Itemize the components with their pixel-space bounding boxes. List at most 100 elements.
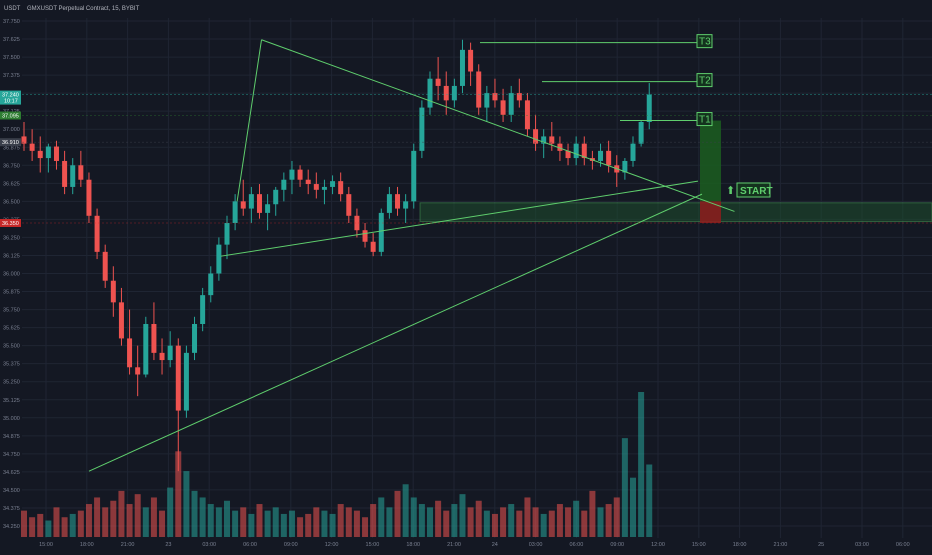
candle-body — [557, 143, 563, 151]
volume-bar — [126, 504, 133, 537]
volume-bar — [630, 477, 636, 537]
volume-bar — [540, 513, 547, 537]
price-tick-label: 35.500 — [3, 344, 20, 350]
time-tick-label: 24 — [492, 542, 498, 548]
volume-bar — [297, 517, 304, 537]
trendline — [220, 180, 699, 257]
time-tick-label: 18:00 — [733, 542, 747, 548]
volume-bar — [224, 500, 230, 537]
candle-body — [135, 367, 141, 375]
price-tick-label: 37.500 — [3, 55, 20, 61]
time-tick-label: 18:00 — [80, 542, 94, 548]
volume-bar — [475, 500, 482, 537]
candle-body — [362, 230, 368, 242]
candle-body — [313, 184, 319, 190]
candle-body — [151, 324, 157, 353]
candle-body — [86, 179, 92, 216]
volume-bar — [337, 504, 344, 537]
volume-bar — [264, 510, 271, 537]
candle-body — [224, 223, 230, 245]
target-box — [696, 112, 713, 127]
time-tick-label: 15:00 — [692, 542, 706, 548]
candle-body — [297, 169, 303, 180]
price-marker-box — [0, 219, 21, 227]
start-label: ⬆ START — [726, 182, 773, 198]
time-tick-label: 12:00 — [325, 542, 339, 548]
price-tick-label: 36.500 — [3, 199, 20, 205]
volume-bar — [491, 513, 498, 537]
price-tick-label: 36.000 — [3, 272, 20, 278]
volume-bar — [321, 510, 328, 537]
candle-body — [208, 273, 214, 296]
volume-bar — [565, 507, 572, 537]
volume-bar — [638, 392, 645, 537]
volume-bar — [175, 451, 182, 537]
price-tick-label: 36.125 — [3, 253, 20, 259]
price-tick-label: 34.250 — [3, 524, 20, 530]
volume-bar — [53, 507, 60, 537]
price-tick-label: 35.125 — [3, 398, 20, 404]
candle-body — [370, 241, 376, 252]
candle-body — [175, 345, 181, 411]
symbol-title[interactable]: GMXUSDT Perpetual Contract, 15, BYBIT — [27, 6, 140, 12]
price-tick-label: 35.375 — [3, 362, 20, 368]
volume-bar — [85, 504, 92, 537]
price-marker-box — [0, 111, 21, 120]
time-tick-label: 21:00 — [774, 542, 788, 548]
volume-bar — [199, 497, 206, 537]
candle-body — [346, 194, 352, 216]
price-tick-label: 37.375 — [3, 73, 20, 79]
candle-body — [321, 186, 327, 190]
price-tick-label: 37.625 — [3, 37, 20, 43]
candle-body — [541, 136, 547, 144]
price-tick-label: 36.250 — [3, 235, 20, 241]
volume-bar — [102, 507, 109, 537]
time-tick-label: 25 — [818, 542, 824, 548]
candle-body — [598, 150, 604, 161]
price-tick-label: 34.625 — [3, 470, 20, 476]
trendline — [236, 39, 263, 202]
time-tick-label: 03:00 — [529, 542, 543, 548]
candle-body — [435, 78, 441, 86]
volume-bar — [459, 494, 466, 537]
price-tick-label: 36.625 — [3, 181, 20, 187]
volume-bar — [94, 497, 101, 537]
time-tick-label: 06:00 — [570, 542, 584, 548]
candle-body — [62, 160, 68, 187]
volume-bar — [589, 490, 596, 537]
volume-bar — [150, 497, 157, 537]
candle-body — [386, 194, 392, 213]
price-marker-label: 37.240 — [2, 93, 19, 99]
volume-bar — [524, 497, 531, 537]
candle-body — [565, 150, 571, 159]
volume-bar — [581, 510, 588, 537]
time-tick-label: 09:00 — [284, 542, 298, 548]
candle-body — [183, 352, 189, 411]
candle-body — [216, 244, 222, 274]
price-scale[interactable]: 37.75037.62537.50037.37537.25037.12537.0… — [0, 19, 932, 530]
time-scale[interactable]: 15:00 18:00 21:00 23 03:00 06:00 09:00 12:00 15:… — [39, 542, 932, 548]
candle-body — [21, 136, 27, 144]
price-marker-label: 36.910 — [2, 140, 19, 146]
candle-body — [118, 302, 124, 339]
candle-body — [630, 143, 636, 161]
price-tick-label: 36.875 — [3, 145, 20, 151]
price-tick-label: 35.625 — [3, 326, 20, 332]
candle-body — [289, 169, 295, 180]
volume-bar — [215, 507, 222, 537]
candle-body — [395, 194, 401, 209]
candle-body — [468, 49, 474, 72]
candle-body — [29, 143, 35, 151]
candle-body — [338, 181, 344, 195]
volume-bar — [621, 438, 628, 537]
volume-bar — [159, 510, 166, 537]
candle-body — [305, 179, 311, 185]
volume-bar — [240, 507, 247, 537]
time-tick-label: 06:00 — [243, 542, 257, 548]
volume-bar — [556, 504, 563, 537]
candle-body — [516, 93, 522, 101]
candle-body — [419, 107, 425, 151]
candle-body — [443, 85, 449, 101]
candle-body — [248, 194, 254, 209]
